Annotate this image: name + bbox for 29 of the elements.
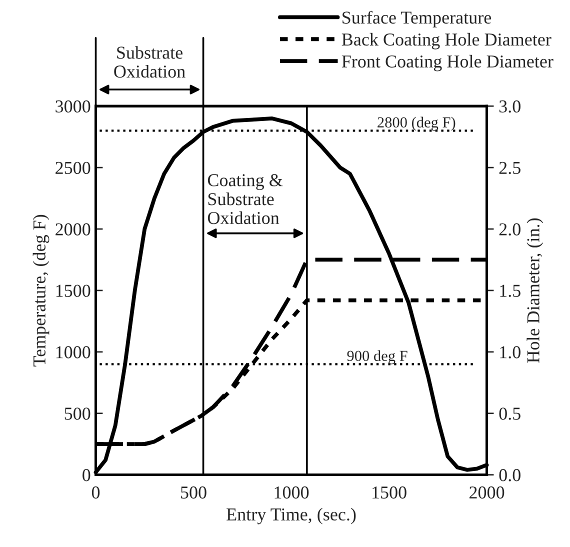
y-tick-label: 2000 (56, 223, 90, 236)
ref-line-label: 2800 (deg F) (378, 116, 456, 131)
y2-tick-label: 1.5 (500, 284, 520, 297)
y-tick-label: 2500 (56, 162, 90, 174)
x-tick-label: 1500 (372, 486, 406, 499)
y2-tick-label: 1.0 (500, 346, 520, 358)
annotation: Coating & Substrate Oxidation (208, 174, 283, 224)
x-tick-label: 500 (181, 486, 206, 499)
y-tick-label: 1500 (56, 284, 90, 297)
x-tick-label: 2000 (470, 486, 504, 499)
y-tick-label: 3000 (56, 100, 90, 113)
y-tick-label: 500 (64, 408, 90, 420)
x-tick-label: 0 (92, 486, 100, 499)
y2-tick-label: 2.0 (499, 223, 520, 236)
y-axis-title: Temperature, (deg F) (32, 214, 50, 366)
x-axis-title: Entry Time, (sec.) (226, 508, 356, 524)
legend-label: Front Coating Hole Diameter (342, 54, 554, 72)
legend-label: Back Coating Hole Diameter (342, 32, 552, 50)
text: Substrate Oxidation (114, 46, 186, 78)
x-tick-label: 1000 (274, 486, 309, 499)
y-tick-label: 1000 (56, 346, 90, 358)
y2-axis-title: Hole Diameter, (in.) (526, 218, 544, 363)
y2-tick-label: 3.0 (499, 100, 520, 113)
y2-tick-label: 0.5 (499, 408, 520, 420)
legend-label: Surface Temperature (342, 10, 492, 28)
y2-tick-label: 0.0 (499, 469, 520, 482)
y-tick-label: 0 (82, 469, 90, 482)
y2-tick-label: 2.5 (499, 162, 520, 174)
ref-line-label: 900 deg F (347, 350, 408, 364)
